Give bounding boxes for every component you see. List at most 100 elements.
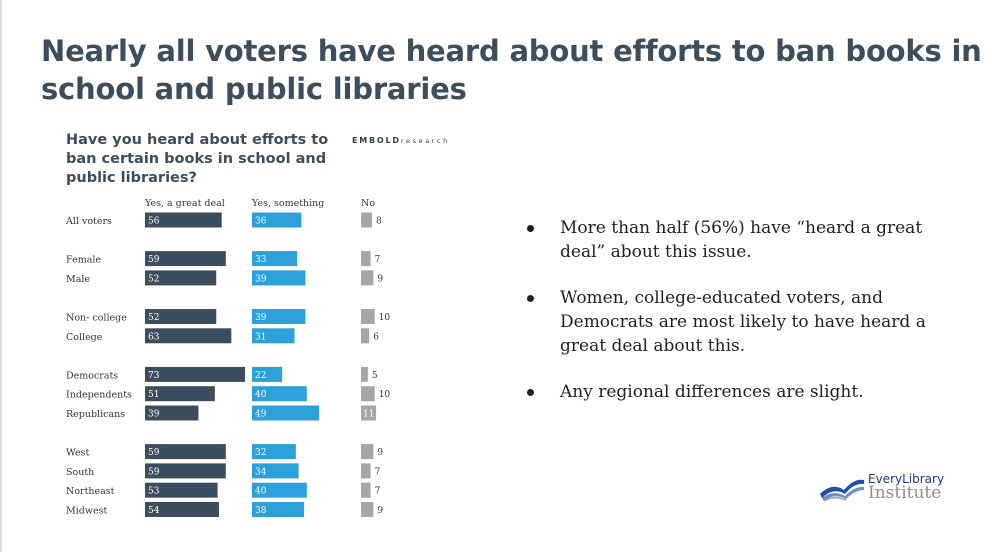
data-label-yes-something: 36 xyxy=(255,217,267,227)
row-label-independents: Independents xyxy=(66,390,132,401)
data-label-yes-a-great-deal: 52 xyxy=(148,274,159,284)
data-label-yes-a-great-deal: 59 xyxy=(148,467,160,477)
bar-no xyxy=(361,482,371,498)
bar-no xyxy=(361,309,375,324)
data-label-no: 6 xyxy=(373,332,379,342)
bar-yes-something xyxy=(252,212,302,228)
chart-question: Have you heard about efforts to ban cert… xyxy=(66,132,329,186)
data-label-yes-a-great-deal: 59 xyxy=(148,448,160,458)
bullet-icon xyxy=(527,225,534,232)
bar-yes-a-great-deal xyxy=(145,463,226,479)
bar-yes-a-great-deal xyxy=(145,212,222,228)
data-label-no: 9 xyxy=(377,506,383,516)
data-label-no: 7 xyxy=(375,467,381,477)
data-label-yes-a-great-deal: 54 xyxy=(148,506,160,516)
data-label-yes-something: 22 xyxy=(255,371,266,381)
bar-yes-a-great-deal xyxy=(145,366,246,382)
data-label-no: 11 xyxy=(363,410,374,420)
data-label-no: 5 xyxy=(372,371,378,381)
data-label-no: 10 xyxy=(379,390,391,400)
key-finding-text: Women, college-educated voters, and Demo… xyxy=(560,288,926,356)
data-label-yes-something: 39 xyxy=(255,313,267,323)
key-finding-item: More than half (56%) have “heard a great… xyxy=(527,216,947,264)
bar-yes-something xyxy=(252,444,296,460)
slide-left-border xyxy=(0,0,2,552)
bar-no xyxy=(361,405,377,421)
bullet-icon xyxy=(527,295,534,302)
data-label-no: 7 xyxy=(375,255,381,265)
row-label-northeast: Northeast xyxy=(66,486,115,497)
bar-yes-something xyxy=(252,463,299,479)
slide-title: Nearly all voters have heard about effor… xyxy=(41,34,982,106)
bar-yes-a-great-deal xyxy=(145,444,226,460)
key-findings-list: More than half (56%) have “heard a great… xyxy=(527,216,947,426)
data-label-yes-something: 34 xyxy=(255,467,267,477)
embold-logo-bold: EMBOLD xyxy=(352,136,401,145)
bar-yes-something xyxy=(252,270,306,286)
data-label-no: 8 xyxy=(376,217,382,227)
bar-yes-something xyxy=(252,366,283,382)
bar-yes-a-great-deal xyxy=(145,502,219,517)
data-label-yes-something: 38 xyxy=(255,506,267,516)
embold-research-logo: EMBOLDresearch xyxy=(352,136,450,145)
bar-yes-a-great-deal xyxy=(145,328,232,344)
key-finding-item: Women, college-educated voters, and Demo… xyxy=(527,286,947,358)
bar-no xyxy=(361,212,372,228)
row-label-male: Male xyxy=(66,274,90,285)
everylibrary-institute-logo: EveryLibrary Institute xyxy=(818,470,958,506)
embold-logo-light: research xyxy=(400,137,450,145)
bar-no xyxy=(361,463,371,479)
data-label-yes-a-great-deal: 59 xyxy=(148,255,160,265)
data-label-yes-something: 40 xyxy=(255,487,267,497)
data-label-yes-a-great-deal: 63 xyxy=(148,332,160,342)
row-label-south: South xyxy=(66,467,94,478)
bar-yes-something xyxy=(252,251,298,267)
data-label-yes-a-great-deal: 39 xyxy=(148,410,160,420)
data-label-yes-something: 40 xyxy=(255,390,267,400)
everylibrary-logo-line2: Institute xyxy=(868,483,942,503)
bar-yes-a-great-deal xyxy=(145,405,199,421)
data-label-yes-a-great-deal: 73 xyxy=(148,371,160,381)
row-label-democrats: Democrats xyxy=(66,370,118,381)
data-label-no: 9 xyxy=(377,448,383,458)
bar-yes-something xyxy=(252,309,306,324)
data-label-yes-a-great-deal: 52 xyxy=(148,313,159,323)
everylibrary-logo-line1: EveryLibrary xyxy=(868,472,945,486)
data-label-yes-something: 49 xyxy=(255,410,267,420)
row-label-female: Female xyxy=(66,255,101,266)
row-label-west: West xyxy=(66,448,89,459)
bar-no xyxy=(361,270,374,286)
bar-yes-a-great-deal xyxy=(145,309,217,324)
key-finding-text: More than half (56%) have “heard a great… xyxy=(560,218,923,262)
key-finding-item: Any regional differences are slight. xyxy=(527,380,947,404)
row-label-all-voters: All voters xyxy=(65,216,112,227)
bar-yes-something xyxy=(252,386,307,402)
bar-yes-something xyxy=(252,482,307,498)
bar-yes-a-great-deal xyxy=(145,251,226,267)
data-label-yes-something: 32 xyxy=(255,448,266,458)
data-label-no: 10 xyxy=(379,313,391,323)
data-label-yes-a-great-deal: 51 xyxy=(148,390,159,400)
data-label-yes-a-great-deal: 53 xyxy=(148,487,160,497)
row-label-non-college: Non- college xyxy=(66,313,127,324)
bar-yes-something xyxy=(252,405,320,421)
bullet-icon xyxy=(527,389,534,396)
bar-yes-a-great-deal xyxy=(145,386,215,402)
data-label-yes-a-great-deal: 56 xyxy=(148,217,160,227)
data-label-no: 7 xyxy=(375,487,381,497)
series-header-yes-something: Yes, something xyxy=(251,198,324,209)
series-header-yes-a-great-deal: Yes, a great deal xyxy=(144,198,225,209)
data-label-no: 9 xyxy=(377,274,383,284)
bar-no xyxy=(361,444,374,460)
row-label-republicans: Republicans xyxy=(66,409,125,420)
bar-yes-a-great-deal xyxy=(145,482,218,498)
key-finding-text: Any regional differences are slight. xyxy=(560,382,864,402)
bar-no xyxy=(361,251,371,267)
open-book-logo-icon xyxy=(820,479,864,502)
data-label-yes-something: 33 xyxy=(255,255,267,265)
row-label-college: College xyxy=(66,332,103,343)
bar-yes-something xyxy=(252,502,305,517)
row-label-midwest: Midwest xyxy=(66,506,107,517)
bar-yes-something xyxy=(252,328,295,344)
